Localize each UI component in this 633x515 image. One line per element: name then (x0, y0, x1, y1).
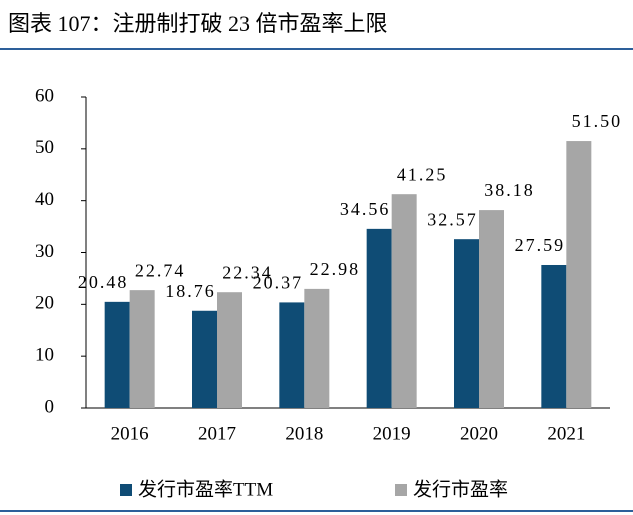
x-tick-label: 2021 (547, 423, 585, 444)
y-tick-label: 50 (35, 137, 54, 158)
y-tick-label: 20 (35, 293, 54, 314)
value-label: 38.18 (484, 180, 535, 200)
value-label: 34.56 (340, 199, 391, 219)
value-label: 20.37 (253, 273, 304, 293)
y-tick-label: 40 (35, 189, 54, 210)
value-label: 27.59 (515, 235, 566, 255)
y-tick-label: 30 (35, 241, 54, 262)
bar (104, 301, 130, 408)
bar (279, 302, 305, 408)
legend-swatch (395, 484, 407, 496)
value-label: 18.76 (165, 281, 216, 301)
bar (391, 194, 417, 408)
x-tick-label: 2020 (460, 423, 498, 444)
value-label: 20.48 (78, 272, 129, 292)
y-tick-label: 60 (35, 85, 54, 106)
bar (454, 239, 479, 408)
legend-label: 发行市盈率 (413, 478, 508, 500)
legend-label: 发行市盈率TTM (138, 478, 273, 500)
bar (366, 228, 392, 408)
chart-title: 图表 107：注册制打破 23 倍市盈率上限 (8, 11, 388, 36)
value-label: 51.50 (572, 111, 623, 131)
x-tick-label: 2018 (285, 423, 323, 444)
bar (192, 310, 217, 408)
bar (304, 288, 330, 408)
x-tick-label: 2019 (373, 423, 411, 444)
bar (217, 292, 242, 408)
bar (479, 210, 504, 408)
legend-swatch (120, 484, 132, 496)
value-label: 32.57 (427, 209, 478, 229)
x-tick-label: 2017 (198, 423, 236, 444)
value-label: 22.34 (222, 262, 273, 282)
value-label: 22.74 (135, 260, 186, 280)
bar (541, 264, 567, 408)
bar (129, 290, 155, 408)
bar (566, 141, 592, 408)
x-tick-label: 2016 (111, 423, 149, 444)
value-label: 41.25 (397, 164, 448, 184)
value-label: 22.98 (310, 259, 361, 279)
y-tick-label: 0 (45, 396, 55, 417)
y-tick-label: 10 (35, 345, 54, 366)
